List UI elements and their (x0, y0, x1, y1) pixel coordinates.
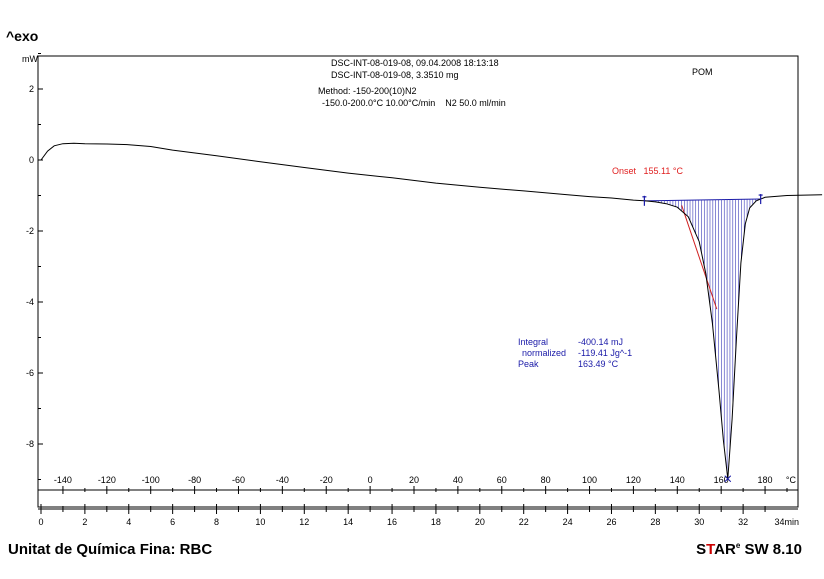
temp-tick-label: 180 (758, 475, 773, 485)
brand-version: SW 8.10 (740, 541, 802, 558)
time-unit-label: 34min (774, 517, 799, 527)
time-tick-label: 26 (606, 517, 616, 527)
brand-t: T (706, 541, 715, 558)
time-tick-label: 16 (387, 517, 397, 527)
brand-e: e (735, 541, 741, 550)
footer-lab-name: Unitat de Química Fina: RBC (8, 541, 213, 558)
temp-tick-label: 120 (626, 475, 641, 485)
temp-tick-label: -20 (320, 475, 333, 485)
time-tick-label: 10 (255, 517, 265, 527)
temp-tick-label: -80 (188, 475, 201, 485)
time-tick-label: 2 (82, 517, 87, 527)
temp-tick-label: 0 (368, 475, 373, 485)
integral-label: Integral (518, 337, 548, 347)
time-tick-label: 32 (738, 517, 748, 527)
exo-direction-label: ^exo (6, 28, 39, 44)
info-line1: DSC-INT-08-019-08, 09.04.2008 18:13:18 (331, 58, 499, 68)
y-tick-label: -2 (26, 226, 34, 236)
time-tick-label: 20 (475, 517, 485, 527)
y-tick-label: -4 (26, 297, 34, 307)
time-tick-label: 8 (214, 517, 219, 527)
time-tick-label: 24 (563, 517, 573, 527)
temp-tick-label: 20 (409, 475, 419, 485)
temp-tick-label: 80 (541, 475, 551, 485)
temp-tick-label: 140 (670, 475, 685, 485)
temp-tick-label: 100 (582, 475, 597, 485)
temp-tick-label: 60 (497, 475, 507, 485)
temp-tick-label: 40 (453, 475, 463, 485)
y-tick-label: 2 (29, 84, 34, 94)
peak-value: 163.49 °C (578, 359, 619, 369)
footer-software-brand: STARe SW 8.10 (696, 541, 802, 558)
y-tick-label: -6 (26, 368, 34, 378)
info-line3: Method: -150-200(10)N2 (318, 86, 417, 96)
temp-tick-label: -120 (98, 475, 116, 485)
peak-marker (724, 475, 732, 483)
normalized-label: normalized (522, 348, 566, 358)
normalized-value: -119.41 Jg^-1 (578, 348, 632, 358)
temp-tick-label: -40 (276, 475, 289, 485)
time-tick-label: 0 (38, 517, 43, 527)
time-tick-label: 28 (650, 517, 660, 527)
temp-unit-label: °C (786, 475, 797, 485)
onset-annotation: Onset 155.11 °C (612, 166, 683, 176)
temp-tick-label: 160 (714, 475, 729, 485)
onset-tangent (681, 205, 718, 310)
y-tick-label: -8 (26, 439, 34, 449)
brand-ar: AR (714, 541, 736, 558)
peak-label: Peak (518, 359, 539, 369)
temp-tick-label: -140 (54, 475, 72, 485)
baseline (644, 198, 761, 202)
time-tick-label: 6 (170, 517, 175, 527)
integration-hatch (644, 198, 761, 474)
time-tick-label: 30 (694, 517, 704, 527)
time-tick-label: 4 (126, 517, 131, 527)
dsc-curve (40, 142, 823, 479)
plot-frame (37, 55, 799, 508)
axes: 20-2-4-6-80 2 4 6 8 10 12 14 16 18 20 22 24 26 28 30 32 3… (26, 53, 799, 527)
time-tick-label: 18 (431, 517, 441, 527)
info-line2: DSC-INT-08-019-08, 3.3510 mg (331, 70, 459, 80)
info-line4: -150.0-200.0°C 10.00°C/min N2 50.0 ml/mi… (322, 98, 506, 108)
time-tick-label: 12 (299, 517, 309, 527)
integral-value: -400.14 mJ (578, 337, 623, 347)
peak-markers (642, 194, 763, 483)
y-unit-label: mW (22, 54, 38, 64)
time-tick-label: 22 (519, 517, 529, 527)
time-tick-label: 14 (343, 517, 353, 527)
temp-tick-label: -60 (232, 475, 245, 485)
temp-tick-label: -100 (142, 475, 160, 485)
sample-name: POM (692, 67, 713, 77)
brand-s: S (696, 541, 707, 558)
y-tick-label: 0 (29, 155, 34, 165)
